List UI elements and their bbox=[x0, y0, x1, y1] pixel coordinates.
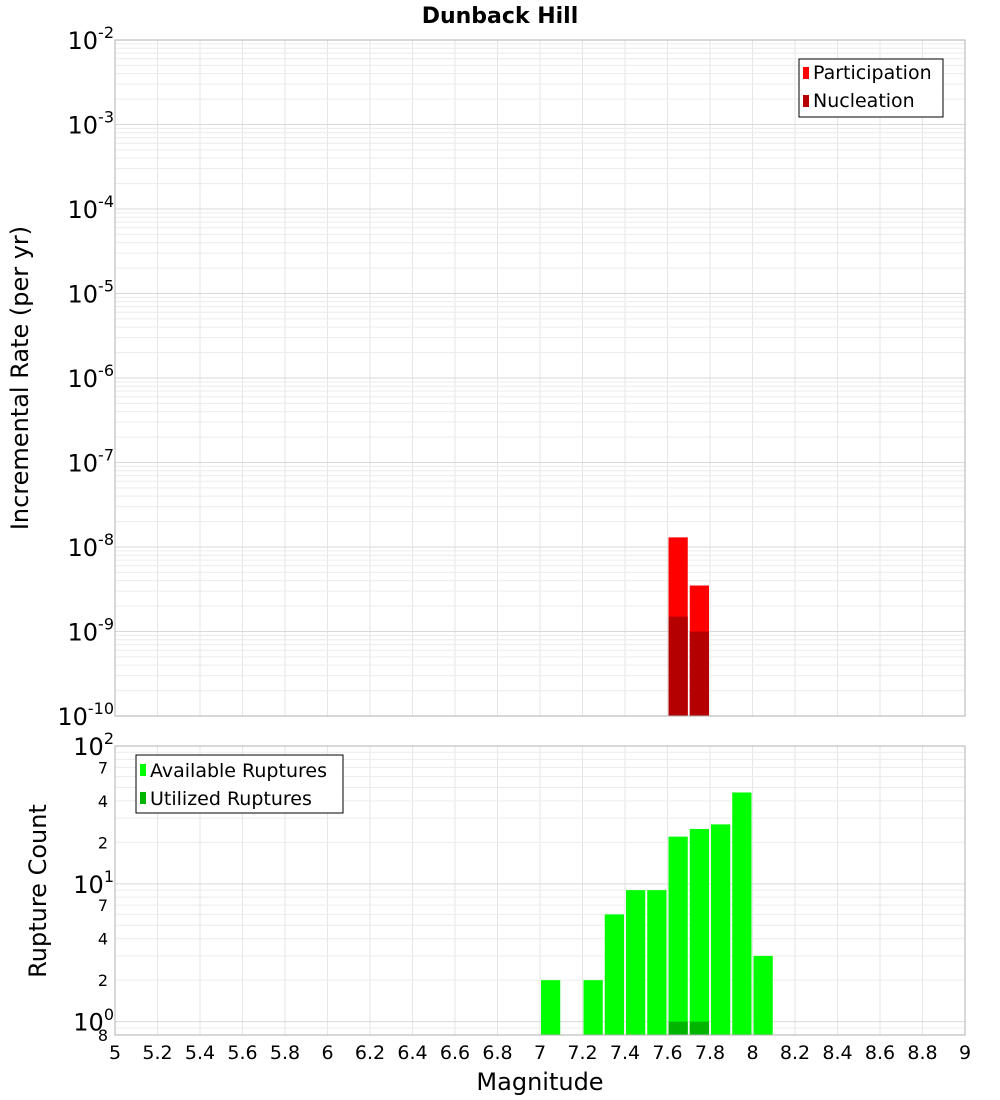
top-bar-nucleation bbox=[689, 631, 709, 716]
top-plot-frame bbox=[114, 39, 966, 717]
bottom-y-tick-label: 4 bbox=[98, 792, 108, 811]
bottom-bar-utilized-ruptures bbox=[689, 1021, 709, 1035]
x-tick-label: 8.8 bbox=[907, 1042, 937, 1064]
bottom-bar-available-ruptures bbox=[583, 980, 603, 1035]
bottom-y-tick-label: 101 bbox=[73, 867, 114, 899]
x-tick-label: 7.8 bbox=[695, 1042, 725, 1064]
top-y-tick-label: 10-4 bbox=[68, 192, 115, 224]
top-y-tick-label: 10-7 bbox=[68, 446, 115, 478]
bottom-bar-available-ruptures bbox=[541, 980, 561, 1035]
x-tick-label: 7.2 bbox=[567, 1042, 597, 1064]
top-legend-box bbox=[798, 58, 944, 118]
bottom-bar-available-ruptures bbox=[711, 824, 731, 1035]
bottom-y-tick-label: 7 bbox=[98, 758, 108, 777]
x-tick-label: 7.6 bbox=[652, 1042, 682, 1064]
top-y-tick-label: 10-6 bbox=[68, 361, 115, 393]
x-tick-label: 5 bbox=[109, 1042, 121, 1064]
x-tick-label: 6.8 bbox=[482, 1042, 512, 1064]
bottom-y-tick-label: 102 bbox=[73, 729, 114, 761]
bottom-y-tick-label: 7 bbox=[98, 896, 108, 915]
bottom-bar-available-ruptures bbox=[689, 828, 709, 1035]
top-y-tick-label: 10-2 bbox=[68, 23, 115, 55]
bottom-y-tick-label: 4 bbox=[98, 930, 108, 949]
bottom-y-axis-label: Rupture Count bbox=[24, 804, 52, 978]
x-tick-label: 6 bbox=[321, 1042, 333, 1064]
top-panel: 10-2 10-3 10-4 10-5 10-6 10-7 10-8 10-9 10-10 In… bbox=[6, 23, 966, 731]
bottom-y-tick-label: 2 bbox=[98, 971, 108, 990]
bottom-bar-available-ruptures bbox=[626, 890, 646, 1035]
bottom-bar-available-ruptures bbox=[604, 914, 624, 1035]
x-axis-label: Magnitude bbox=[476, 1068, 603, 1096]
bottom-y-tick-label: 8 bbox=[98, 1026, 108, 1045]
x-tick-label: 8.2 bbox=[780, 1042, 810, 1064]
bottom-bar-available-ruptures bbox=[753, 955, 773, 1035]
legend-swatch-available bbox=[140, 764, 146, 776]
x-tick-label: 8.6 bbox=[865, 1042, 895, 1064]
top-y-tick-label: 10-5 bbox=[68, 277, 115, 309]
bottom-legend-box bbox=[135, 754, 344, 814]
top-y-tick-label: 10-10 bbox=[57, 699, 114, 731]
x-tick-labels: 5 5.2 5.4 5.6 5.8 6 6.2 6.4 6.6 6.8 7 7.2 7.4 7.6 7.8 8… bbox=[109, 1042, 971, 1064]
top-grid bbox=[114, 39, 966, 717]
x-tick-label: 6.6 bbox=[440, 1042, 470, 1064]
top-bar-nucleation bbox=[668, 616, 688, 716]
legend-label-participation: Participation bbox=[813, 62, 932, 84]
top-bars bbox=[668, 537, 709, 716]
legend-label-available: Available Ruptures bbox=[150, 760, 327, 782]
bottom-bar-available-ruptures bbox=[732, 792, 752, 1035]
bottom-bar-available-ruptures bbox=[668, 836, 688, 1035]
bottom-bars bbox=[541, 792, 773, 1035]
bottom-bar-utilized-ruptures bbox=[668, 1021, 688, 1035]
bottom-y-tick-label: 100 bbox=[73, 1005, 114, 1037]
x-tick-label: 6.2 bbox=[355, 1042, 385, 1064]
legend-swatch-participation bbox=[803, 67, 809, 79]
x-tick-label: 5.4 bbox=[185, 1042, 215, 1064]
x-tick-label: 5.2 bbox=[142, 1042, 172, 1064]
top-y-tick-label: 10-9 bbox=[68, 615, 115, 647]
bottom-y-tick-label: 2 bbox=[98, 833, 108, 852]
x-tick-label: 9 bbox=[959, 1042, 971, 1064]
top-y-tick-label: 10-8 bbox=[68, 530, 115, 562]
x-tick-label: 6.4 bbox=[397, 1042, 427, 1064]
x-tick-label: 8 bbox=[746, 1042, 758, 1064]
chart-title: Dunback Hill bbox=[422, 4, 579, 29]
bottom-legend: Available Ruptures Utilized Ruptures bbox=[135, 754, 344, 814]
legend-label-utilized: Utilized Ruptures bbox=[150, 788, 312, 810]
x-tick-label: 8.4 bbox=[822, 1042, 852, 1064]
x-tick-label: 7.4 bbox=[610, 1042, 640, 1064]
legend-label-nucleation: Nucleation bbox=[813, 90, 915, 112]
top-y-tick-label: 10-3 bbox=[68, 108, 115, 140]
bottom-bar-available-ruptures bbox=[647, 890, 667, 1035]
x-tick-label: 5.6 bbox=[227, 1042, 257, 1064]
x-tick-label: 7 bbox=[534, 1042, 546, 1064]
top-legend: Participation Nucleation bbox=[798, 58, 944, 118]
x-tick-label: 5.8 bbox=[270, 1042, 300, 1064]
legend-swatch-utilized bbox=[140, 792, 146, 804]
bottom-plot-frame bbox=[114, 745, 966, 1036]
legend-swatch-nucleation bbox=[803, 95, 809, 107]
top-y-tick-labels: 10-2 10-3 10-4 10-5 10-6 10-7 10-8 10-9 10-10 bbox=[57, 23, 114, 731]
top-y-axis-label: Incremental Rate (per yr) bbox=[6, 226, 34, 530]
